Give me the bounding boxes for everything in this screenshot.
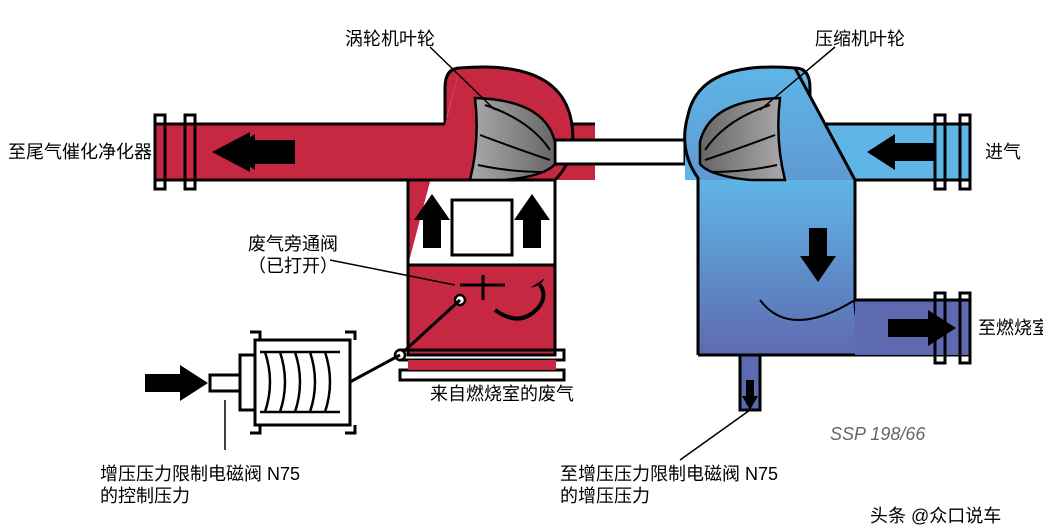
label-compressor-wheel: 压缩机叶轮	[815, 29, 905, 49]
wastegate-actuator	[210, 332, 400, 433]
label-ssp-ref: SSP 198/66	[830, 424, 926, 444]
label-intake-air: 进气	[985, 142, 1021, 162]
actuator-in-arrow	[145, 365, 208, 401]
exhaust-up-arrow-2	[514, 194, 550, 248]
watermark: 头条 @众口说车	[870, 506, 1001, 526]
label-turbine-wheel: 涡轮机叶轮	[345, 29, 435, 49]
turbo-shaft	[555, 140, 685, 164]
label-wastegate-2: （已打开）	[248, 256, 338, 276]
label-to-combustion: 至燃烧室	[978, 318, 1043, 338]
label-n75-boost-1: 至增压压力限制电磁阀 N75	[560, 464, 778, 484]
turbocharger-diagram: 涡轮机叶轮 压缩机叶轮 至尾气催化净化器 进气 废气旁通阀 （已打开） 来自燃烧…	[0, 0, 1043, 532]
label-exhaust-from: 来自燃烧室的废气	[430, 384, 574, 404]
label-n75-control-2: 的控制压力	[100, 486, 190, 506]
leader-tap	[680, 410, 750, 460]
label-to-catalytic: 至尾气催化净化器	[8, 142, 152, 162]
label-n75-control-1: 增压压力限制电磁阀 N75	[100, 464, 300, 484]
label-n75-boost-2: 的增压压力	[560, 486, 650, 506]
label-wastegate-1: 废气旁通阀	[248, 234, 338, 254]
